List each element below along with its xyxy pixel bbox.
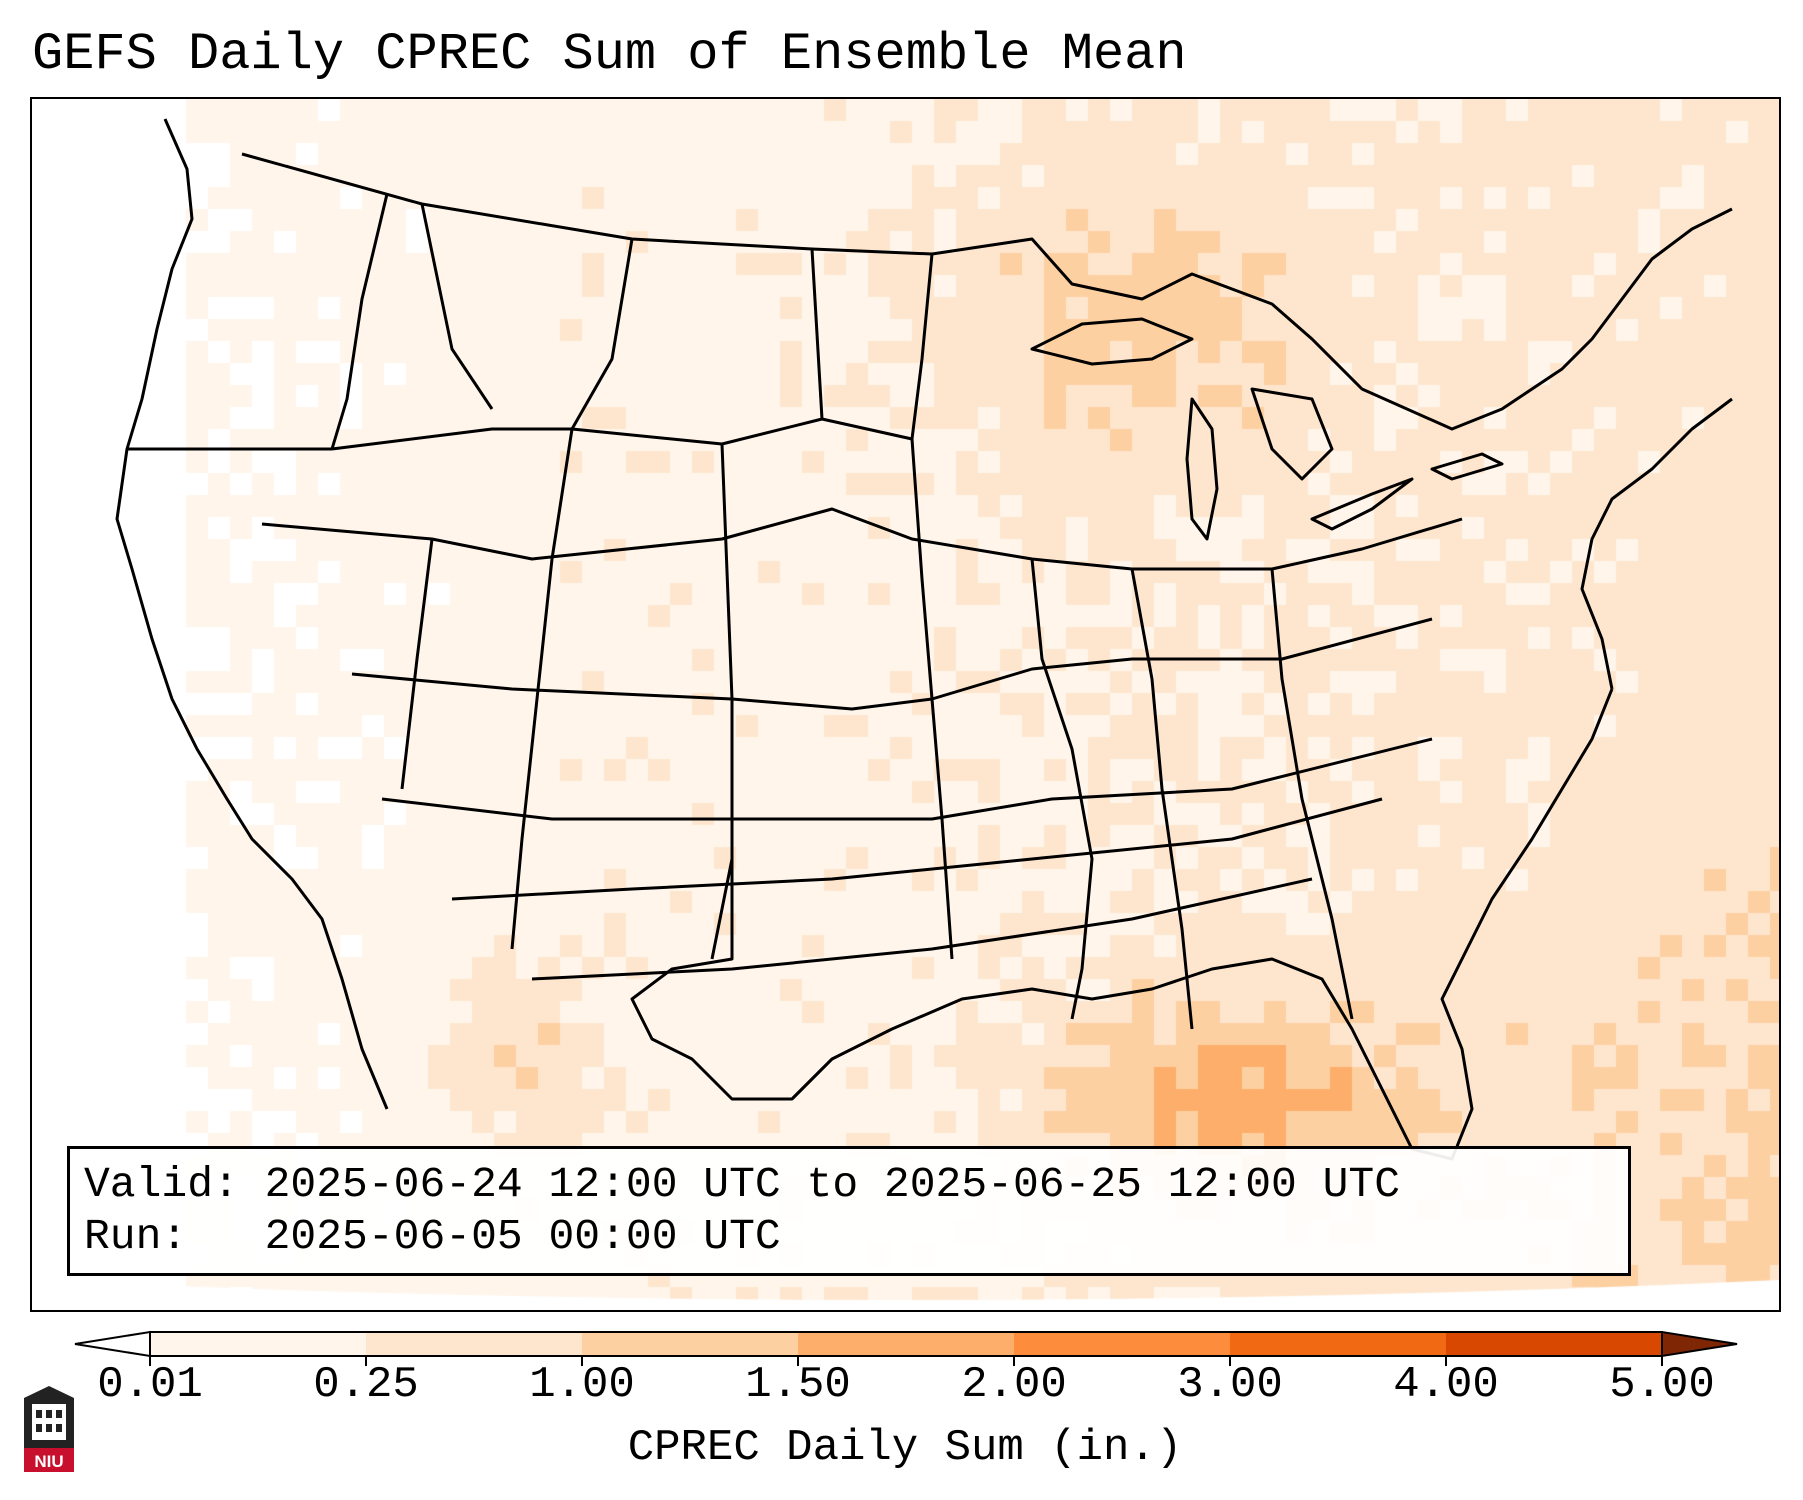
map-panel (30, 97, 1781, 1312)
colorbar-segment (1446, 1332, 1663, 1356)
colorbar-over-extension (1661, 1330, 1738, 1358)
colorbar-segment (1014, 1332, 1231, 1356)
colorbar (74, 1330, 1738, 1366)
niu-logo-icon: NIU (24, 1386, 74, 1472)
colorbar-segment (366, 1332, 583, 1356)
coastline-gulf (790, 688, 1614, 1161)
border-east-2 (1270, 568, 1354, 1020)
precipitation-field (32, 99, 1779, 1310)
colorbar-tick-label: 4.00 (1393, 1360, 1499, 1410)
border-row-4 (381, 737, 1433, 821)
border-texas (630, 859, 834, 1101)
run-time-text: Run: 2025-06-05 00:00 UTC (84, 1212, 781, 1261)
colorbar-segment (582, 1332, 799, 1356)
colorbar-label: CPREC Daily Sum (in.) (627, 1423, 1183, 1473)
border-nd-mn (810, 248, 824, 420)
border-row-2 (261, 507, 1463, 571)
border-east-1 (1130, 568, 1194, 1030)
colorbar-tick-label: 1.50 (745, 1360, 851, 1410)
chart-title: GEFS Daily CPREC Sum of Ensemble Mean (32, 25, 1187, 84)
colorbar-tick-label: 0.25 (313, 1360, 419, 1410)
border-row-5 (451, 797, 1383, 901)
border-nv-ut (400, 538, 434, 790)
coastline-east (1580, 397, 1733, 690)
validity-info-box: Valid: 2025-06-24 12:00 UTC to 2025-06-2… (67, 1146, 1631, 1276)
border-ks-mo (910, 438, 954, 960)
niu-logo-text: NIU (34, 1452, 63, 1471)
lake-superior (1030, 317, 1194, 366)
border-mt-nd (570, 238, 634, 430)
lake-michigan (1185, 397, 1219, 541)
border-co-ks (710, 443, 734, 960)
colorbar-segment (798, 1332, 1015, 1356)
colorbar-tick-label: 5.00 (1609, 1360, 1715, 1410)
colorbar-tick-label: 2.00 (961, 1360, 1067, 1410)
border-id-mt (420, 203, 494, 410)
colorbar-outline (149, 1331, 1663, 1357)
border-row-6 (531, 877, 1313, 981)
state-borders (115, 118, 1733, 1161)
border-mn (910, 253, 934, 440)
canada-border (241, 152, 1733, 431)
colorbar-tick-label: 3.00 (1177, 1360, 1283, 1410)
lake-ontario (1430, 452, 1504, 481)
colorbar-segment (1230, 1332, 1447, 1356)
border-mississippi (1030, 558, 1094, 1020)
border-wa-id (330, 193, 389, 450)
colorbar-tick-label: 0.01 (97, 1360, 203, 1410)
colorbar-segment (150, 1332, 367, 1356)
colorbar-tick-label: 1.00 (529, 1360, 635, 1410)
valid-time-text: Valid: 2025-06-24 12:00 UTC to 2025-06-2… (84, 1160, 1401, 1209)
border-ut-co (510, 428, 574, 950)
border-row-3 (351, 617, 1433, 711)
lake-erie (1310, 477, 1414, 531)
coastline-west (115, 118, 389, 1110)
colorbar-under-extension (74, 1330, 151, 1358)
border-row-1 (331, 417, 913, 451)
lake-huron (1250, 387, 1334, 481)
